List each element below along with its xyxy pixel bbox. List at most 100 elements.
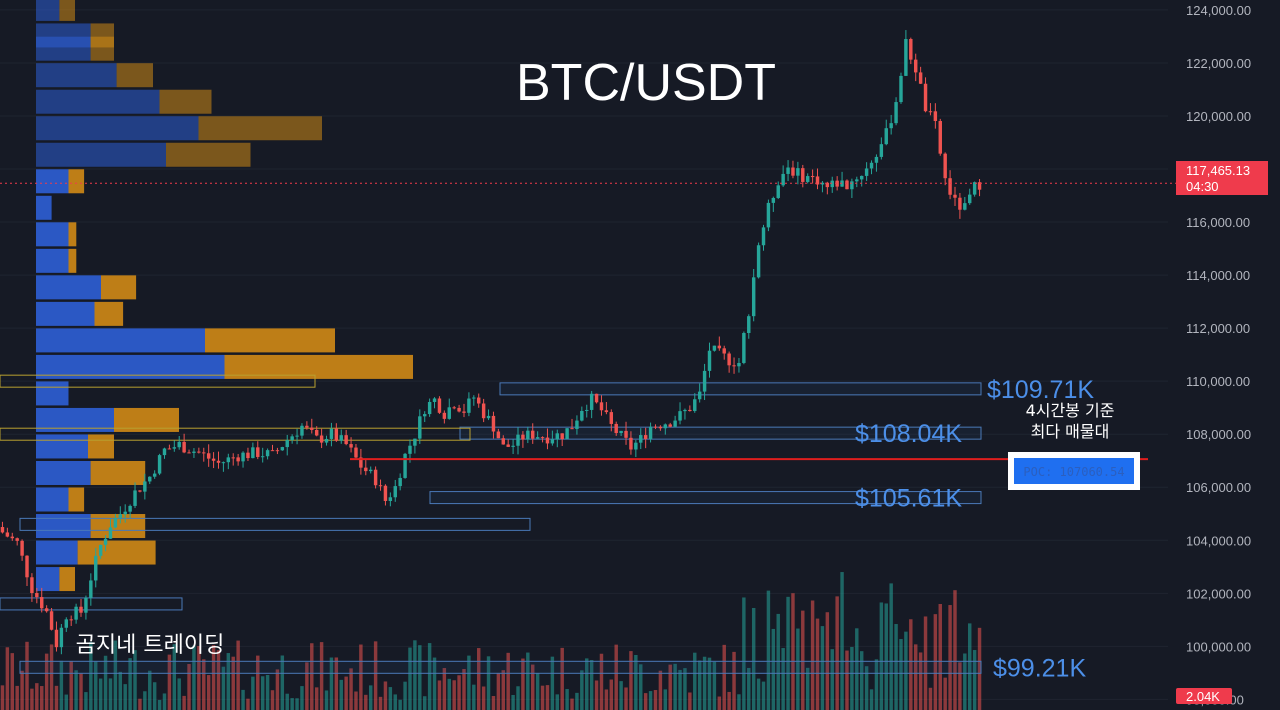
level-labels: $109.71K $108.04K $105.61K $99.21K [855, 376, 1094, 682]
volume-bar [339, 679, 343, 710]
vp-sell-bar [198, 116, 322, 141]
volume-bar [972, 650, 977, 710]
candle-body [683, 409, 687, 412]
vp-sell-bar [90, 460, 146, 485]
volume-bar [177, 678, 181, 710]
volume-bar [79, 673, 83, 710]
vp-sell-bar [77, 540, 156, 565]
candle-body [477, 397, 481, 404]
poc-annotation-line1: 4시간봉 기준 [1026, 401, 1115, 420]
volume-bar [98, 678, 103, 710]
vp-sell-bar [205, 328, 335, 353]
candle-body [457, 407, 461, 412]
candle-body [314, 429, 319, 436]
candle-body [467, 398, 471, 413]
candle-body [565, 428, 569, 440]
volume-bar [933, 614, 938, 710]
candle-body [133, 490, 137, 506]
volume-tag: 2.04K [1176, 688, 1232, 704]
candle-body [639, 435, 643, 443]
volume-bar [506, 652, 510, 710]
candle-body [241, 452, 245, 462]
volume-bar [69, 661, 73, 710]
candle-body [177, 441, 181, 448]
volume-bar [496, 672, 501, 710]
candle-body [540, 437, 545, 439]
volume-bar [5, 647, 10, 710]
candle-body [938, 121, 942, 154]
volume-bar [310, 643, 314, 710]
volume-bar [113, 640, 118, 710]
candle-body [771, 197, 776, 203]
candle-body [918, 72, 923, 84]
volume-bar [766, 590, 771, 710]
volume-bar [894, 624, 898, 710]
candle-body [69, 619, 73, 621]
candle-body [820, 182, 825, 185]
candle-body [570, 428, 574, 430]
candle-body [103, 538, 108, 545]
volume-bar [432, 657, 437, 710]
candle-body [560, 433, 564, 440]
candle-body [300, 425, 304, 436]
vp-buy-bar [36, 460, 91, 485]
candle-body [825, 182, 830, 188]
volume-bar [334, 657, 339, 710]
candle-body [403, 453, 407, 478]
volume-bar [624, 687, 628, 710]
volume-bar [845, 650, 849, 710]
volume-bar [643, 693, 648, 710]
candle-body [44, 608, 49, 612]
volume-tag-bg [1176, 688, 1232, 704]
volume-bar [94, 661, 98, 710]
candle-body [202, 452, 206, 454]
volume-bar [138, 698, 142, 710]
candle-body [634, 442, 638, 450]
candle-body [5, 532, 10, 537]
volume-bar [904, 631, 908, 710]
volume-bar [447, 678, 451, 710]
candle-body [609, 412, 614, 424]
volume-bar [526, 652, 530, 710]
volume-bar [133, 650, 137, 710]
volume-bar [20, 670, 24, 710]
volume-bar [44, 653, 49, 710]
candle-body [648, 426, 653, 439]
candle-body [49, 611, 54, 630]
candle-body [187, 452, 191, 454]
candle-body [653, 426, 658, 428]
vp-sell-bar [94, 301, 124, 326]
candle-body [850, 181, 854, 190]
volume-bar [639, 664, 643, 710]
candle-body [766, 202, 771, 228]
volume-bar [408, 647, 412, 710]
volume-bar [197, 646, 201, 710]
volume-bar [629, 651, 633, 710]
candle-body [977, 182, 982, 190]
candlesticks [0, 30, 982, 655]
candle-body [845, 180, 849, 190]
vp-buy-bar [36, 487, 69, 512]
vp-buy-bar [36, 275, 101, 300]
candle-body [953, 194, 957, 198]
candle-body [594, 393, 599, 403]
volume-bar [899, 639, 903, 710]
candle-body [791, 167, 795, 176]
volume-bar [221, 666, 226, 710]
volume-bar [15, 685, 19, 710]
volume-bar [202, 659, 206, 710]
volume-bar [35, 683, 39, 710]
volume-bar [884, 603, 888, 710]
volume-bar [673, 663, 677, 710]
candle-body [280, 447, 285, 451]
candle-body [89, 580, 93, 598]
volume-bar [378, 696, 383, 710]
vp-sell-bar [68, 169, 85, 194]
candle-body [447, 407, 451, 419]
vp-buy-bar [36, 89, 160, 114]
candle-body [373, 469, 378, 486]
volume-bar [840, 572, 844, 710]
volume-bar [314, 687, 319, 710]
volume-bar [859, 651, 864, 710]
volume-bar [580, 670, 584, 710]
